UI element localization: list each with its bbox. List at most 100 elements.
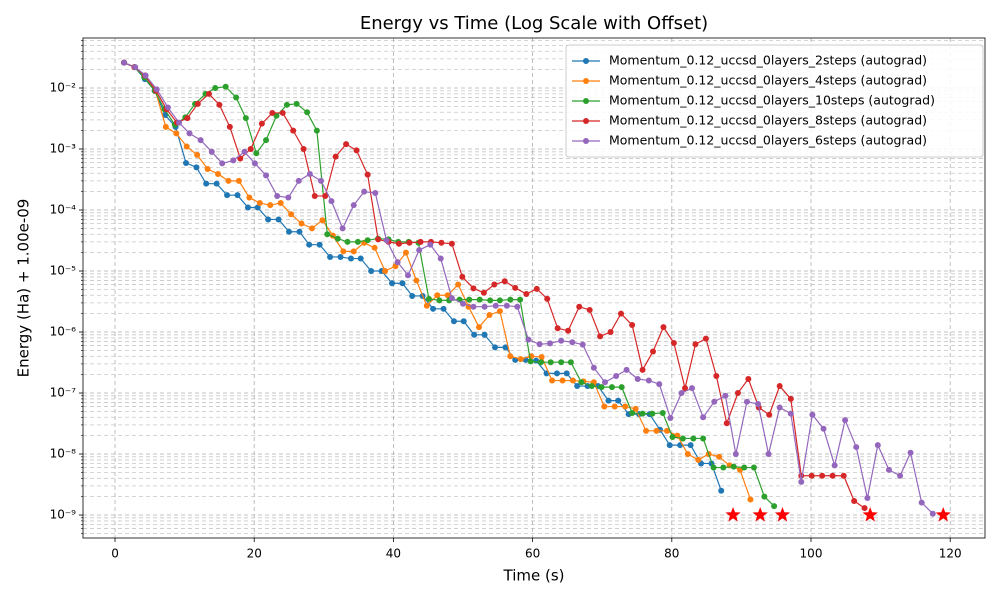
data-point <box>820 425 827 432</box>
data-point <box>525 336 532 343</box>
data-point <box>368 268 375 275</box>
data-point <box>481 303 488 310</box>
data-point <box>197 137 204 144</box>
data-point <box>741 464 748 471</box>
x-tick-label: 40 <box>386 547 401 561</box>
data-point <box>316 241 323 248</box>
data-point <box>851 497 858 504</box>
x-axis-label: Time (s) <box>503 567 565 585</box>
data-point <box>434 292 441 299</box>
data-point <box>164 104 171 111</box>
data-point <box>669 434 676 441</box>
data-point <box>747 496 754 503</box>
data-point <box>263 137 270 144</box>
data-point <box>383 237 390 244</box>
data-point <box>405 272 412 279</box>
data-point <box>344 238 351 245</box>
data-point <box>132 64 139 71</box>
data-point <box>918 499 925 506</box>
data-point <box>382 268 389 275</box>
data-point <box>527 358 534 365</box>
data-point <box>417 238 424 245</box>
data-point <box>459 273 466 280</box>
data-point <box>487 297 494 304</box>
data-point <box>653 427 660 434</box>
legend-label: Momentum_0.12_uccsd_0layers_2steps (auto… <box>609 53 927 68</box>
data-point <box>306 170 313 177</box>
data-point <box>618 384 625 391</box>
data-point <box>263 172 270 179</box>
data-point <box>328 198 335 205</box>
data-point <box>745 375 752 382</box>
data-point <box>241 148 248 155</box>
data-point <box>639 366 646 373</box>
data-point <box>569 339 576 346</box>
data-point <box>234 192 241 199</box>
data-point <box>300 145 307 152</box>
data-point <box>308 225 315 232</box>
data-point <box>722 392 729 399</box>
data-point <box>750 464 757 471</box>
data-point <box>395 240 402 247</box>
data-point <box>771 503 778 510</box>
data-point <box>622 403 629 410</box>
data-point <box>296 228 303 235</box>
data-point <box>371 244 378 251</box>
data-point <box>663 427 670 434</box>
data-point <box>425 295 432 302</box>
data-point <box>173 130 180 137</box>
data-point <box>448 240 455 247</box>
y-tick-label: 10⁻² <box>50 80 77 94</box>
data-point <box>406 239 413 246</box>
data-point <box>466 296 473 303</box>
data-point <box>586 306 593 313</box>
data-point <box>765 451 772 458</box>
data-point <box>423 302 430 309</box>
data-point <box>885 466 892 473</box>
data-point <box>634 375 641 382</box>
data-point <box>184 115 191 122</box>
data-point <box>718 487 725 494</box>
data-point <box>480 289 487 296</box>
data-point <box>679 435 686 442</box>
data-point <box>688 385 695 392</box>
data-point <box>222 83 229 90</box>
data-point <box>702 335 709 342</box>
data-point <box>275 216 282 223</box>
data-point <box>267 202 274 209</box>
data-point <box>502 344 509 351</box>
legend-marker <box>583 118 589 124</box>
y-tick-label: 10⁻⁸ <box>50 447 77 461</box>
data-point <box>798 478 805 485</box>
data-point <box>670 340 677 347</box>
data-point <box>829 472 836 479</box>
data-point <box>732 451 739 458</box>
data-point <box>711 398 718 405</box>
data-point <box>579 341 586 348</box>
data-point <box>204 166 211 173</box>
data-point <box>734 390 741 397</box>
y-axis-label: Energy (Ha) + 1.00e-09 <box>15 199 33 378</box>
data-point <box>656 381 663 388</box>
data-point <box>853 444 860 451</box>
data-point <box>601 379 608 386</box>
x-tick-label: 120 <box>939 547 962 561</box>
data-point <box>427 241 434 248</box>
data-point <box>598 384 605 391</box>
data-point <box>244 204 251 211</box>
data-point <box>684 451 691 458</box>
data-point <box>279 109 286 116</box>
data-point <box>288 211 295 218</box>
data-point <box>212 84 219 91</box>
data-point <box>413 277 420 284</box>
x-tick-label: 0 <box>111 547 119 561</box>
data-point <box>481 331 488 338</box>
data-point <box>574 383 581 390</box>
data-point <box>402 249 409 256</box>
data-point <box>235 177 242 184</box>
data-point <box>430 305 437 312</box>
data-point <box>357 255 364 262</box>
data-point <box>295 177 302 184</box>
data-point <box>549 377 556 384</box>
y-tick-label: 10⁻⁵ <box>50 264 77 278</box>
